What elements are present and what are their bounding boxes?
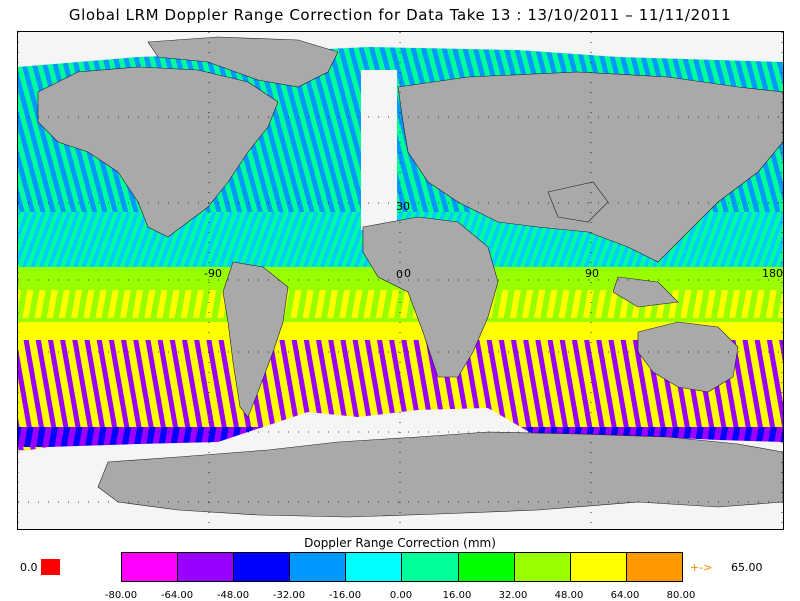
maritime-asia	[612, 276, 679, 308]
colorbar-tick-label: 64.00	[610, 590, 640, 601]
lon-label-0: 0	[404, 267, 411, 280]
map-plot: 30 0 -90 0 90 180	[17, 31, 784, 530]
europe-no-data	[361, 70, 397, 230]
colorbar-segment	[290, 553, 347, 581]
lon-label-180: 180	[762, 267, 783, 280]
overflow-arrow-label: +->	[690, 561, 713, 574]
colorbar-tick-label: 32.00	[498, 590, 528, 601]
map-title: Global LRM Doppler Range Correction for …	[68, 6, 732, 24]
colorbar-segment	[346, 553, 403, 581]
missing-value-swatch	[41, 559, 60, 575]
colorbar-segment	[122, 553, 179, 581]
colorbar-segment	[402, 553, 459, 581]
colorbar-segment	[178, 553, 235, 581]
colorbar	[121, 552, 683, 582]
colorbar-tick-label: -48.00	[216, 590, 250, 601]
colorbar-segment	[514, 553, 571, 581]
south-america	[222, 261, 289, 418]
colorbar-tick-label: -32.00	[272, 590, 306, 601]
colorbar-segment	[570, 553, 627, 581]
eurasia	[397, 71, 783, 263]
overflow-value: 65.00	[731, 561, 763, 574]
colorbar-tick-label: 80.00	[666, 590, 696, 601]
colorbar-tick-label: 0.00	[389, 590, 413, 601]
colorbar-tick-label: -16.00	[328, 590, 362, 601]
colorbar-tick-label: -64.00	[160, 590, 194, 601]
greenland	[147, 36, 339, 88]
colorbar-tick-label: 16.00	[442, 590, 472, 601]
colorbar-segment	[458, 553, 515, 581]
colorbar-segment	[626, 553, 682, 581]
australia	[637, 321, 739, 393]
colorbar-tick-label: -80.00	[104, 590, 138, 601]
colorbar-title: Doppler Range Correction (mm)	[304, 536, 496, 550]
lat-label-0: 0	[396, 268, 403, 281]
north-america	[37, 66, 279, 238]
africa	[362, 216, 499, 378]
doppler-map: 30 0 -90 0 90 180	[18, 32, 783, 529]
lon-label-minus90: -90	[204, 267, 222, 280]
colorbar-tick-label: 48.00	[554, 590, 584, 601]
missing-value-label: 0.0	[20, 561, 38, 574]
lon-label-90: 90	[585, 267, 599, 280]
colorbar-segment	[234, 553, 291, 581]
central-asia-patch	[547, 181, 609, 223]
lat-label-30: 30	[396, 200, 410, 213]
land-masses	[37, 36, 783, 518]
antarctica	[97, 431, 783, 518]
